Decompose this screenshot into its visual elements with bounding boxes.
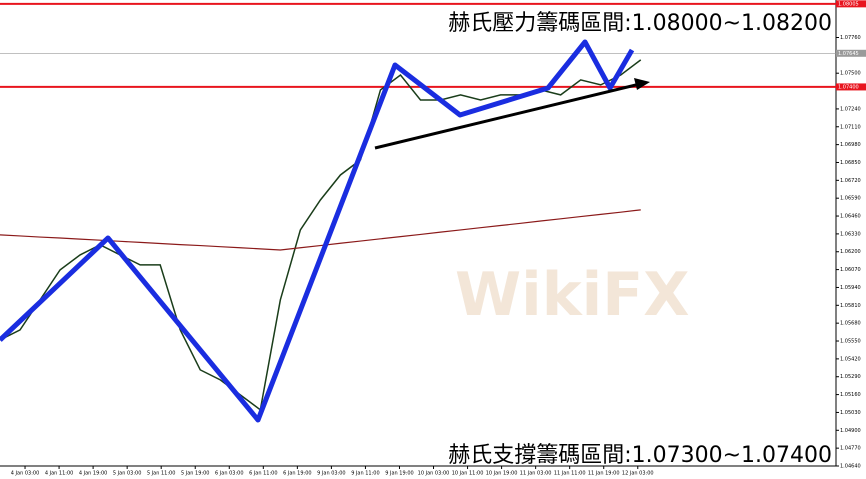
x-tick-label: 4 Jan 11:00 bbox=[45, 471, 73, 477]
x-tick-label: 10 Jan 19:00 bbox=[486, 471, 518, 477]
y-tick-label: 1.04900 bbox=[840, 428, 861, 434]
arrow-head bbox=[634, 78, 650, 90]
x-tick-label: 9 Jan 11:00 bbox=[351, 471, 379, 477]
y-tick-label: 1.05030 bbox=[840, 410, 861, 416]
x-tick-label: 5 Jan 11:00 bbox=[147, 471, 175, 477]
y-tick-label: 1.06330 bbox=[840, 231, 861, 237]
y-tick-label: 1.07110 bbox=[840, 124, 861, 130]
x-tick-label: 12 Jan 03:00 bbox=[622, 471, 654, 477]
trend-arrows bbox=[0, 39, 635, 423]
y-tick-label: 1.06980 bbox=[840, 142, 861, 148]
y-tick-label: 1.06720 bbox=[840, 178, 861, 184]
y-tick-label: 1.06460 bbox=[840, 214, 861, 220]
y-tick-label: 1.04770 bbox=[840, 446, 861, 452]
y-tick-label: 1.05550 bbox=[840, 339, 861, 345]
resistance-annotation: 赫氏壓力籌碼區間:1.08000~1.08200 bbox=[448, 11, 832, 36]
x-tick-label: 6 Jan 11:00 bbox=[249, 471, 277, 477]
level-label: 1.07400 bbox=[838, 84, 859, 90]
x-tick-label: 9 Jan 03:00 bbox=[317, 471, 345, 477]
y-tick-label: 1.06070 bbox=[840, 267, 861, 273]
y-tick-label: 1.06200 bbox=[840, 249, 861, 255]
x-tick-label: 6 Jan 19:00 bbox=[283, 471, 311, 477]
level-label: 1.08005 bbox=[838, 1, 859, 7]
y-tick-label: 1.04640 bbox=[840, 464, 861, 470]
level-label-bg bbox=[836, 49, 866, 57]
x-tick-label: 4 Jan 19:00 bbox=[79, 471, 107, 477]
x-tick-label: 11 Jan 11:00 bbox=[554, 471, 586, 477]
y-tick-label: 1.06850 bbox=[840, 160, 861, 166]
level-label-bg bbox=[836, 0, 866, 8]
support-annotation: 赫氏支撐籌碼區間:1.07300~1.07400 bbox=[448, 443, 832, 468]
y-tick-label: 1.05810 bbox=[840, 303, 861, 309]
y-tick-label: 1.07760 bbox=[840, 35, 861, 41]
watermark: WikiFX bbox=[455, 260, 689, 330]
y-tick-label: 1.05680 bbox=[840, 321, 861, 327]
y-tick-label: 1.05420 bbox=[840, 356, 861, 362]
x-tick-label: 9 Jan 19:00 bbox=[385, 471, 413, 477]
y-tick-label: 1.05290 bbox=[840, 374, 861, 380]
x-tick-label: 10 Jan 11:00 bbox=[452, 471, 484, 477]
level-label: 1.07645 bbox=[838, 51, 859, 57]
support-trendline bbox=[374, 82, 641, 150]
x-tick-label: 6 Jan 03:00 bbox=[215, 471, 243, 477]
y-tick-label: 1.05940 bbox=[840, 285, 861, 291]
y-tick-label: 1.05160 bbox=[840, 392, 861, 398]
level-label-bg bbox=[836, 83, 866, 91]
x-tick-label: 10 Jan 03:00 bbox=[418, 471, 450, 477]
y-tick-label: 1.06590 bbox=[840, 196, 861, 202]
x-tick-label: 5 Jan 03:00 bbox=[113, 471, 141, 477]
x-tick-label: 11 Jan 19:00 bbox=[588, 471, 620, 477]
x-tick-label: 4 Jan 03:00 bbox=[11, 471, 39, 477]
x-tick-label: 5 Jan 19:00 bbox=[181, 471, 209, 477]
x-tick-label: 11 Jan 03:00 bbox=[520, 471, 552, 477]
y-tick-label: 1.07240 bbox=[840, 106, 861, 112]
y-tick-label: 1.07500 bbox=[840, 71, 861, 77]
